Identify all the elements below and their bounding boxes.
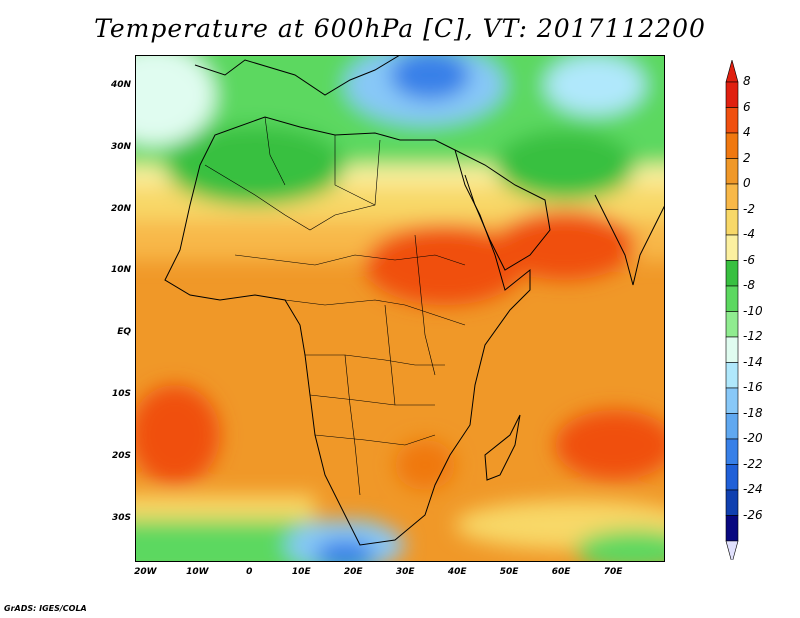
colorbar-swatch [725,515,739,542]
grads-credit: GrADS: IGES/COLA [4,604,87,613]
lon-tick-label: 60E [551,567,571,577]
colorbar-label: -8 [743,278,755,292]
lat-tick-label: 10S [111,389,131,400]
colorbar-label: 8 [743,74,751,88]
colorbar-swatch [725,107,739,134]
colorbar-label: -6 [743,252,755,267]
lat-tick-label: EQ [117,327,131,338]
colorbar-label: 6 [743,99,751,114]
lon-tick-label: 20W [134,567,157,577]
colorbar-bottom-arrow [725,540,739,560]
colorbar-label: -20 [743,431,763,445]
coastlines [164,55,665,546]
colorbar-swatch [725,285,739,312]
colorbar-label: -2 [743,201,755,216]
lat-tick-label: 30S [111,512,131,523]
map-frame [135,55,665,562]
colorbar-label: -22 [743,456,763,471]
colorbar-label: 2 [743,150,751,165]
colorbar-swatch [725,413,739,440]
colorbar-swatch [725,489,739,516]
lat-tick-label: 30N [110,141,131,152]
colorbar-label: -10 [743,303,763,318]
lon-tick-label: 20E [343,567,363,577]
colorbar-label: -4 [743,227,755,241]
lon-tick-label: 50E [499,567,519,577]
lon-tick-label: 0 [246,567,253,577]
lat-tick-label: 20N [110,203,131,214]
colorbar-swatch [725,81,739,108]
colorbar-label: -24 [743,482,763,496]
lon-tick-label: 70E [603,567,623,577]
lat-tick-label: 40N [110,79,131,90]
country-borders [204,116,466,496]
lon-tick-label: 10W [186,567,209,577]
colorbar-label: 4 [743,125,751,139]
lat-tick-label: 10N [110,265,131,276]
map-title: Temperature at 600hPa [C], VT: 201711220… [94,14,706,43]
colorbar-label: -18 [743,405,763,420]
lat-tick-label: 20S [111,450,131,461]
colorbar-swatch [725,336,739,363]
colorbar-swatch [725,387,739,414]
colorbar-label: -26 [743,507,763,522]
colorbar-label: -12 [743,329,763,343]
colorbar-swatch [725,362,739,389]
colorbar-swatch [725,311,739,338]
colorbar-swatch [725,260,739,287]
lon-tick-label: 10E [291,567,311,577]
colorbar-swatch [725,132,739,159]
lon-tick-label: 30E [395,567,415,577]
colorbar [725,60,739,560]
colorbar-swatch [725,438,739,465]
temperature-map [135,55,665,562]
colorbar-swatch [725,183,739,210]
colorbar-label: -14 [743,354,763,369]
lon-tick-label: 40E [447,567,467,577]
colorbar-swatch [725,158,739,185]
colorbar-label: 0 [743,176,751,190]
colorbar-swatch [725,234,739,261]
colorbar-top-arrow [725,60,739,83]
colorbar-swatch [725,209,739,236]
colorbar-label: -16 [743,380,763,394]
colorbar-swatch [725,464,739,491]
